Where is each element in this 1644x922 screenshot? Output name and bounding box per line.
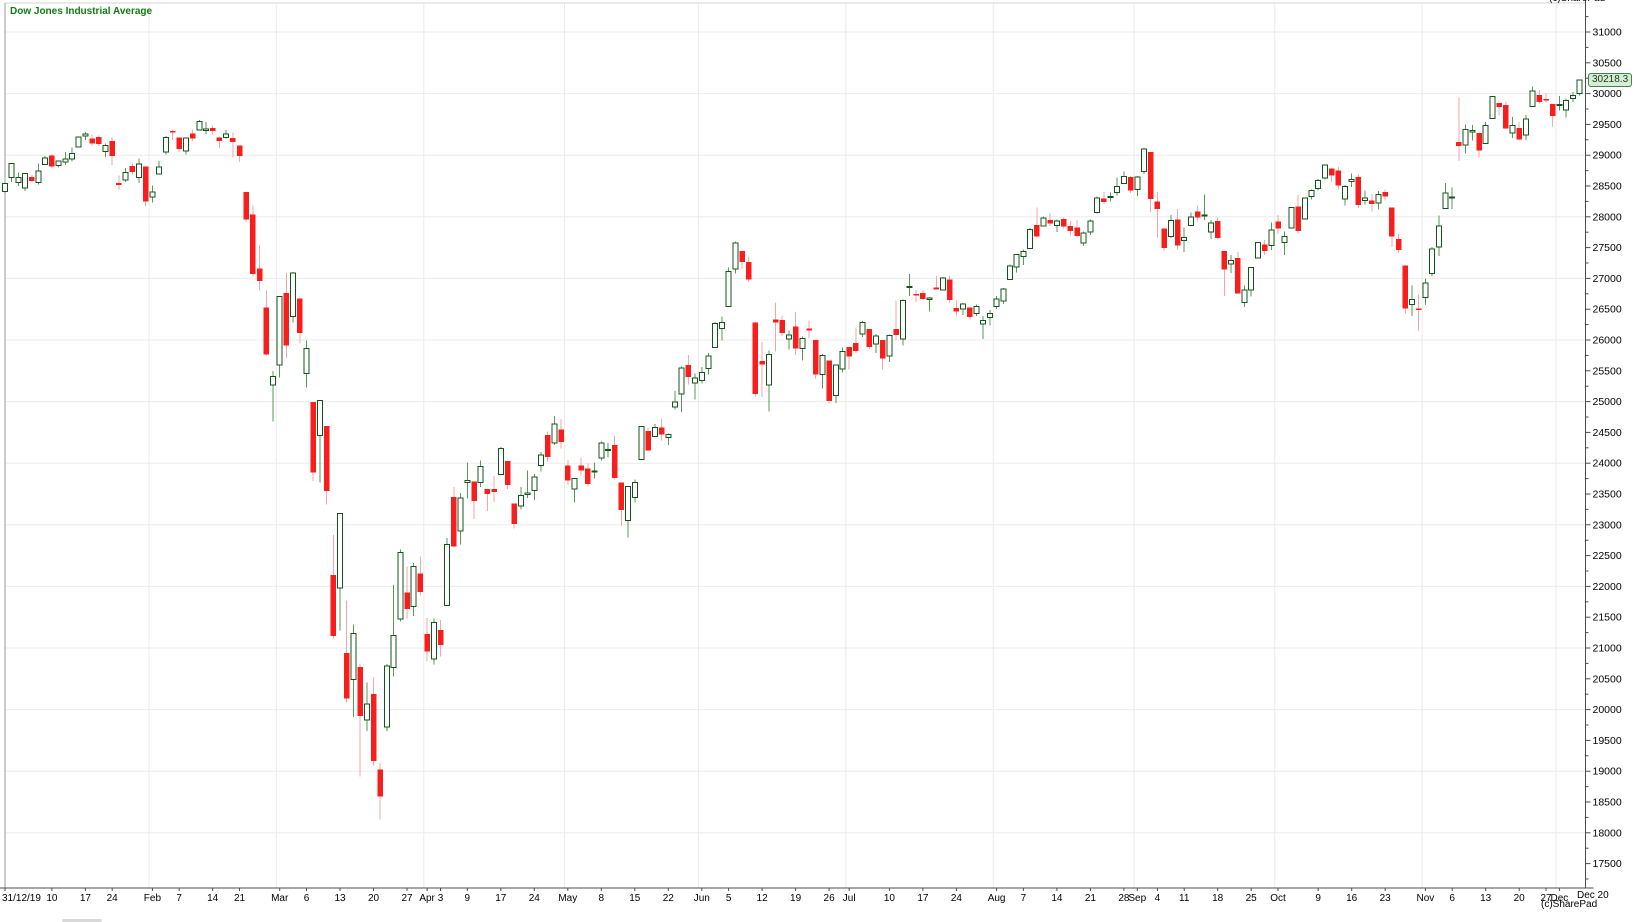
svg-text:Jun: Jun bbox=[694, 893, 710, 904]
svg-text:20: 20 bbox=[368, 893, 380, 904]
svg-text:26500: 26500 bbox=[1593, 304, 1622, 316]
svg-text:13: 13 bbox=[1480, 893, 1492, 904]
svg-text:20000: 20000 bbox=[1593, 704, 1622, 716]
svg-text:6: 6 bbox=[304, 893, 310, 904]
svg-text:Nov: Nov bbox=[1417, 893, 1435, 904]
bottom-scroll-thumb[interactable] bbox=[62, 919, 102, 922]
svg-text:19500: 19500 bbox=[1593, 735, 1622, 747]
svg-text:27: 27 bbox=[401, 893, 413, 904]
svg-text:26: 26 bbox=[824, 893, 836, 904]
svg-text:Dec: Dec bbox=[1551, 893, 1569, 904]
svg-text:24: 24 bbox=[529, 893, 541, 904]
svg-text:23: 23 bbox=[1380, 893, 1392, 904]
svg-text:10: 10 bbox=[46, 893, 58, 904]
svg-text:19: 19 bbox=[790, 893, 802, 904]
chart-title: Dow Jones Industrial Average bbox=[10, 6, 153, 17]
svg-text:25000: 25000 bbox=[1593, 396, 1622, 408]
svg-text:16: 16 bbox=[1346, 893, 1358, 904]
svg-text:30000: 30000 bbox=[1593, 88, 1622, 100]
svg-text:27000: 27000 bbox=[1593, 273, 1622, 285]
svg-text:31000: 31000 bbox=[1593, 27, 1622, 39]
svg-text:22500: 22500 bbox=[1593, 550, 1622, 562]
svg-text:20: 20 bbox=[1514, 893, 1526, 904]
svg-text:23500: 23500 bbox=[1593, 489, 1622, 501]
sharepad-watermark-bottom: (c)SharePad bbox=[1541, 899, 1598, 910]
svg-text:18000: 18000 bbox=[1593, 827, 1622, 839]
svg-text:5: 5 bbox=[726, 893, 732, 904]
svg-text:18500: 18500 bbox=[1593, 797, 1622, 809]
svg-text:19000: 19000 bbox=[1593, 766, 1622, 778]
svg-text:Sep: Sep bbox=[1128, 893, 1146, 904]
svg-text:23000: 23000 bbox=[1593, 519, 1622, 531]
svg-text:21: 21 bbox=[1085, 893, 1097, 904]
svg-text:17: 17 bbox=[495, 893, 507, 904]
svg-text:20500: 20500 bbox=[1593, 673, 1622, 685]
svg-text:26000: 26000 bbox=[1593, 335, 1622, 347]
svg-text:Aug: Aug bbox=[988, 893, 1006, 904]
svg-text:17: 17 bbox=[917, 893, 929, 904]
svg-text:11: 11 bbox=[1179, 893, 1190, 904]
svg-text:Jul: Jul bbox=[843, 893, 856, 904]
horizontal-gridlines bbox=[5, 31, 1586, 834]
svg-text:28000: 28000 bbox=[1593, 211, 1622, 223]
x-axis: 31/12/19 10 17 24 Feb 7 14 21 Mar 6 13 20 27 Apr 3 9 17 2… bbox=[0, 887, 1594, 904]
svg-text:28500: 28500 bbox=[1593, 181, 1622, 193]
svg-text:29000: 29000 bbox=[1593, 150, 1622, 162]
svg-text:24: 24 bbox=[951, 893, 963, 904]
svg-text:15: 15 bbox=[629, 893, 641, 904]
svg-text:24: 24 bbox=[107, 893, 119, 904]
svg-text:3: 3 bbox=[438, 893, 444, 904]
svg-text:Oct: Oct bbox=[1270, 893, 1286, 904]
svg-text:22: 22 bbox=[663, 893, 675, 904]
svg-text:14: 14 bbox=[1051, 893, 1063, 904]
svg-text:10: 10 bbox=[884, 893, 896, 904]
svg-text:21000: 21000 bbox=[1593, 643, 1622, 655]
sharepad-watermark-top: (c)SharePad bbox=[1549, 0, 1605, 4]
svg-text:24000: 24000 bbox=[1593, 458, 1622, 470]
plot-borders bbox=[4, 2, 1586, 888]
svg-text:29500: 29500 bbox=[1593, 119, 1622, 131]
svg-text:May: May bbox=[558, 893, 577, 904]
svg-text:Feb: Feb bbox=[144, 893, 162, 904]
candlesticks bbox=[2, 79, 1583, 820]
svg-text:28: 28 bbox=[1118, 893, 1130, 904]
svg-text:18: 18 bbox=[1212, 893, 1224, 904]
svg-text:24500: 24500 bbox=[1593, 427, 1622, 439]
svg-text:17: 17 bbox=[80, 893, 92, 904]
svg-text:21500: 21500 bbox=[1593, 612, 1622, 624]
last-price-marker: 30218.3 bbox=[1588, 73, 1633, 88]
svg-text:9: 9 bbox=[465, 893, 471, 904]
svg-text:Apr: Apr bbox=[419, 893, 435, 904]
svg-text:25: 25 bbox=[1246, 893, 1258, 904]
month-gridlines bbox=[148, 3, 1557, 888]
svg-text:31/12/19: 31/12/19 bbox=[2, 893, 41, 904]
svg-text:27500: 27500 bbox=[1593, 242, 1622, 254]
svg-text:21: 21 bbox=[234, 893, 246, 904]
svg-text:12: 12 bbox=[757, 893, 769, 904]
svg-text:14: 14 bbox=[207, 893, 219, 904]
svg-text:13: 13 bbox=[334, 893, 346, 904]
svg-text:30500: 30500 bbox=[1593, 57, 1622, 69]
svg-text:7: 7 bbox=[1021, 893, 1027, 904]
svg-text:22000: 22000 bbox=[1593, 581, 1622, 593]
svg-text:8: 8 bbox=[599, 893, 605, 904]
svg-text:25500: 25500 bbox=[1593, 365, 1622, 377]
svg-text:27: 27 bbox=[1540, 893, 1552, 904]
svg-text:Mar: Mar bbox=[271, 893, 289, 904]
svg-text:7: 7 bbox=[176, 893, 182, 904]
svg-text:17500: 17500 bbox=[1593, 858, 1622, 870]
svg-text:9: 9 bbox=[1315, 893, 1321, 904]
svg-text:4: 4 bbox=[1155, 893, 1161, 904]
x-axis-end-label: Dec 20 bbox=[1577, 890, 1609, 901]
svg-text:6: 6 bbox=[1449, 893, 1455, 904]
y-axis: 17500 18000 18500 19000 19500 20000 20500 21000… bbox=[1585, 0, 1622, 888]
